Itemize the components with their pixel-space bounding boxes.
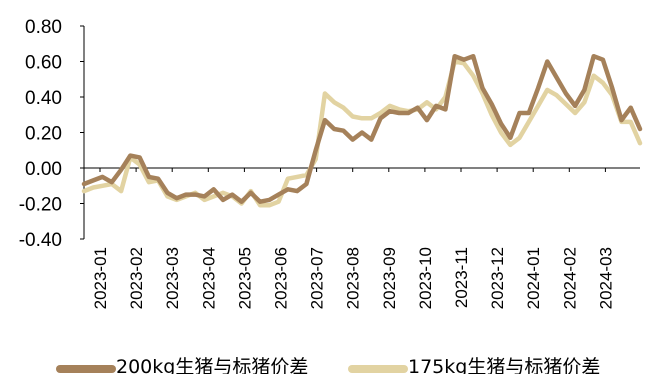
x-tick-label: 2023-01 [91, 247, 110, 309]
x-tick-label: 2023-02 [127, 247, 146, 309]
y-axis-tick-labels: 0.80 0.60 0.40 0.20 0.00 -0.20 -0.40 [19, 17, 84, 251]
x-tick-label: 2023-03 [163, 247, 182, 309]
x-tick-label: 2023-12 [488, 247, 507, 309]
x-axis-tick-labels: 2023-01 2023-02 2023-03 2023-04 2023-05 2023-… [91, 168, 615, 309]
series-line-200kg [81, 53, 643, 204]
x-tick-label: 2023-05 [235, 247, 254, 309]
x-tick-label: 2023-09 [380, 247, 399, 309]
y-tick-label: -0.20 [19, 195, 62, 216]
y-tick-label: -0.40 [19, 230, 62, 251]
x-tick-label: 2023-11 [452, 247, 471, 308]
y-tick-label: 0.00 [25, 159, 62, 180]
x-tick-label: 2023-10 [416, 247, 435, 309]
x-tick-label: 2024-03 [596, 247, 615, 309]
legend-label-200kg: 200kg生猪与标猪价差 [116, 356, 308, 374]
x-tick-label: 2023-04 [199, 247, 218, 309]
x-tick-label: 2023-06 [272, 247, 291, 309]
series-lines [81, 53, 643, 208]
y-tick-label: 0.80 [25, 17, 62, 38]
legend: 200kg生猪与标猪价差 175kg生猪与标猪价差 [56, 356, 600, 374]
x-tick-label: 2023-07 [308, 247, 327, 309]
y-tick-label: 0.20 [25, 124, 62, 145]
x-tick-label: 2023-08 [344, 247, 363, 309]
y-tick-label: 0.40 [25, 88, 62, 109]
legend-label-175kg: 175kg生猪与标猪价差 [408, 356, 600, 374]
x-tick-label: 2024-01 [524, 247, 543, 309]
y-tick-label: 0.60 [25, 53, 62, 74]
x-tick-label: 2024-02 [560, 247, 579, 309]
